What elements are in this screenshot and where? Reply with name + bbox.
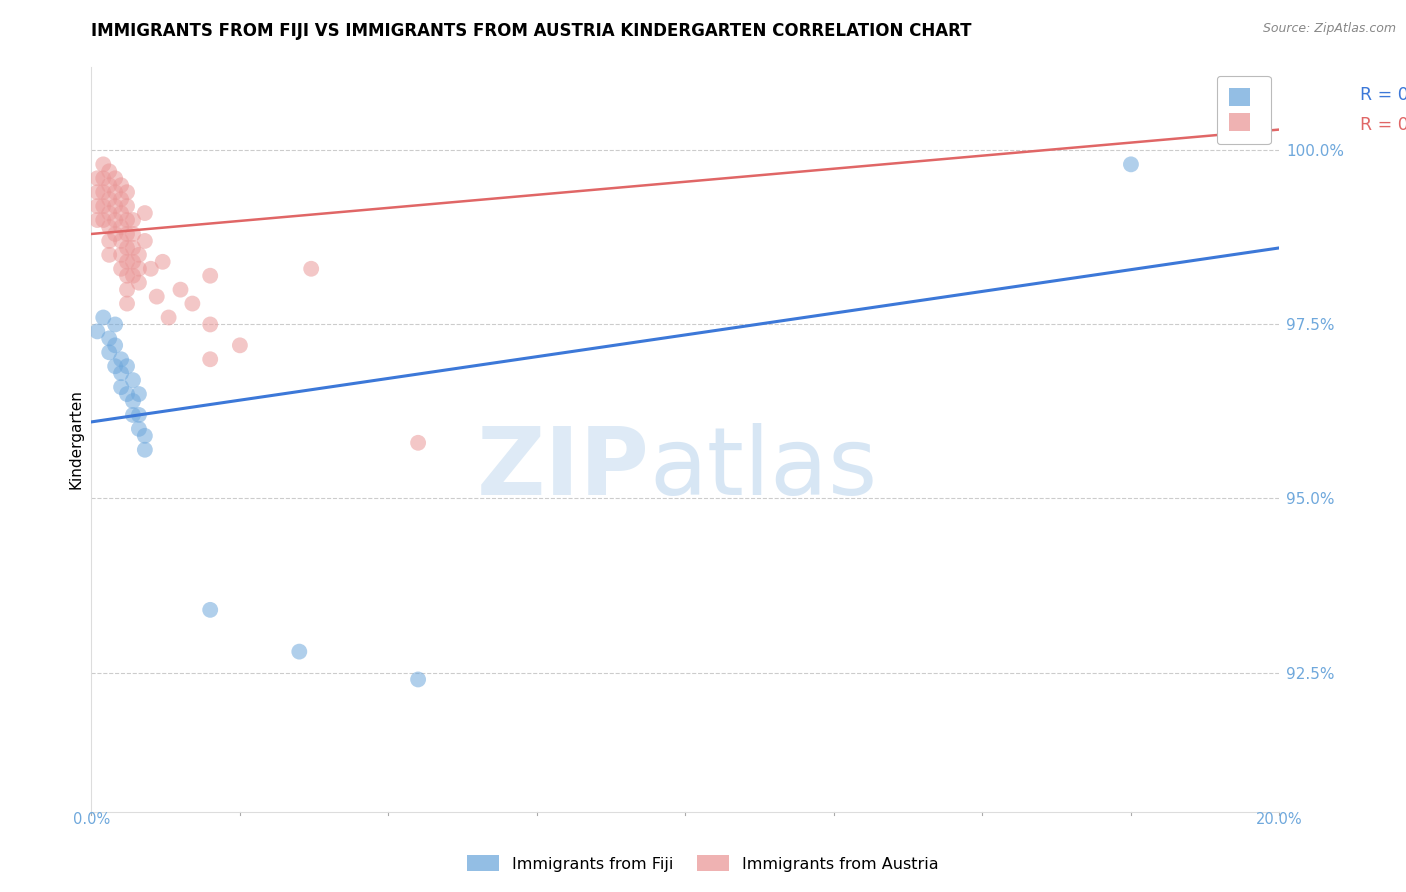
Text: IMMIGRANTS FROM FIJI VS IMMIGRANTS FROM AUSTRIA KINDERGARTEN CORRELATION CHART: IMMIGRANTS FROM FIJI VS IMMIGRANTS FROM … <box>91 22 972 40</box>
Point <box>128 408 150 422</box>
Point <box>122 394 145 409</box>
Point <box>110 366 132 380</box>
Point <box>91 157 114 171</box>
Point <box>110 380 132 394</box>
Point <box>104 318 127 332</box>
Point <box>110 206 132 220</box>
Point <box>98 331 121 345</box>
Text: 0.0%: 0.0% <box>73 812 110 827</box>
Point <box>86 199 108 213</box>
Point <box>122 408 145 422</box>
Point <box>115 387 138 401</box>
Point <box>104 199 127 213</box>
Point <box>299 261 322 276</box>
Point <box>91 199 114 213</box>
Point <box>122 268 145 283</box>
Point <box>406 435 429 450</box>
Point <box>145 290 167 304</box>
Point <box>98 206 121 220</box>
Text: atlas: atlas <box>650 423 877 515</box>
Point <box>110 261 132 276</box>
Point <box>98 219 121 234</box>
Point <box>128 261 150 276</box>
Text: ZIP: ZIP <box>477 423 650 515</box>
Point <box>122 213 145 227</box>
Point <box>122 255 145 269</box>
Text: Source: ZipAtlas.com: Source: ZipAtlas.com <box>1263 22 1396 36</box>
Point <box>134 429 156 443</box>
Point <box>134 206 156 220</box>
Point <box>91 310 114 325</box>
Point <box>128 422 150 436</box>
Point <box>134 234 156 248</box>
Text: 20.0%: 20.0% <box>1256 812 1303 827</box>
Point <box>104 185 127 199</box>
Point <box>122 227 145 241</box>
Point <box>98 248 121 262</box>
Point <box>104 227 127 241</box>
Point <box>110 352 132 367</box>
Point <box>115 185 138 199</box>
Point <box>115 241 138 255</box>
Point <box>128 276 150 290</box>
Point <box>134 442 156 457</box>
Point <box>139 261 162 276</box>
Point <box>86 185 108 199</box>
Point <box>115 227 138 241</box>
Point <box>200 603 222 617</box>
Point <box>128 387 150 401</box>
Text: R = 0.255: R = 0.255 <box>1360 116 1406 134</box>
Point <box>229 338 252 352</box>
Point <box>157 310 180 325</box>
Point <box>110 248 132 262</box>
Point <box>200 352 222 367</box>
Point <box>110 219 132 234</box>
Point <box>115 359 138 374</box>
Point <box>115 268 138 283</box>
Legend: Immigrants from Fiji, Immigrants from Austria: Immigrants from Fiji, Immigrants from Au… <box>460 847 946 880</box>
Point <box>98 234 121 248</box>
Text: R = 0.226: R = 0.226 <box>1360 86 1406 103</box>
Point <box>91 171 114 186</box>
Point <box>110 178 132 193</box>
Point <box>200 318 222 332</box>
Point <box>104 359 127 374</box>
Point <box>152 255 174 269</box>
Point <box>200 268 222 283</box>
Point <box>406 673 429 687</box>
Point <box>128 248 150 262</box>
Point <box>1119 157 1142 171</box>
Point <box>181 296 204 310</box>
Legend: , : , <box>1218 76 1271 145</box>
Point <box>98 192 121 206</box>
Point <box>122 241 145 255</box>
Point <box>115 283 138 297</box>
Point <box>115 296 138 310</box>
Point <box>104 213 127 227</box>
Point <box>91 185 114 199</box>
Point <box>110 234 132 248</box>
Point <box>86 171 108 186</box>
Point <box>110 192 132 206</box>
Point <box>115 213 138 227</box>
Point <box>169 283 191 297</box>
Point <box>115 255 138 269</box>
Point <box>115 199 138 213</box>
Y-axis label: Kindergarten: Kindergarten <box>67 390 83 489</box>
Point <box>288 645 311 659</box>
Point <box>86 213 108 227</box>
Point <box>104 171 127 186</box>
Point <box>86 325 108 339</box>
Point <box>104 338 127 352</box>
Point <box>91 213 114 227</box>
Point <box>98 178 121 193</box>
Point <box>98 164 121 178</box>
Point <box>122 373 145 387</box>
Point <box>98 345 121 359</box>
